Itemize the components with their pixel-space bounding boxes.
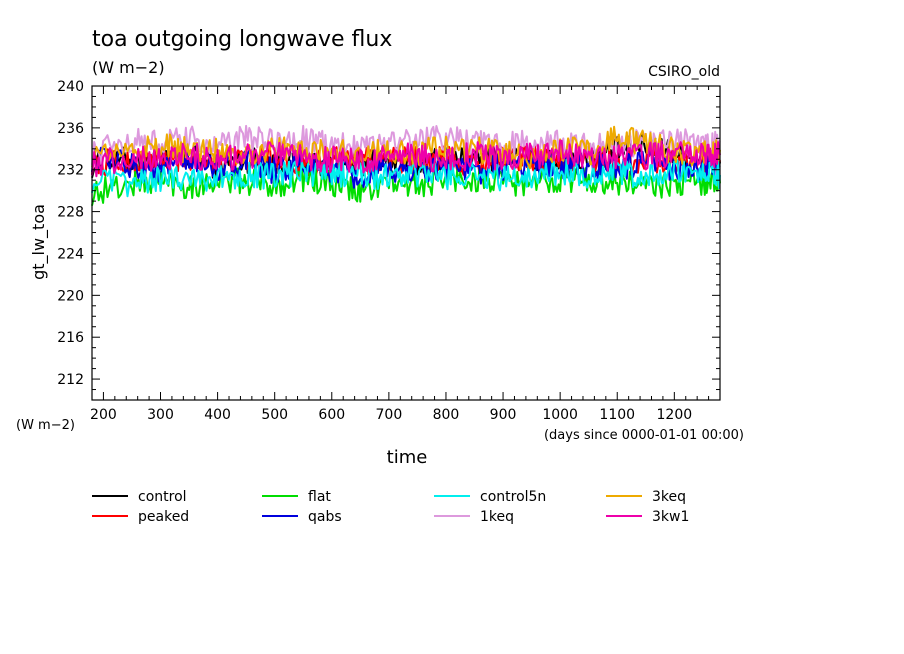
series-group <box>91 124 721 206</box>
x-tick-label: 1200 <box>657 407 693 423</box>
x-tick-label: 600 <box>318 407 345 423</box>
axes-group: 212 216 220 224 228 232 236 240 200 300 400 500 600 7… <box>57 79 721 423</box>
dataset-label: CSIRO_old <box>648 64 720 80</box>
x-tick-label: 1000 <box>542 407 578 423</box>
x-axis-label: time <box>387 447 428 468</box>
x-tick-label: 500 <box>261 407 288 423</box>
y-tick-label: 216 <box>57 330 84 346</box>
y-tick-label: 240 <box>57 79 84 95</box>
legend: control peaked flat qabs control5n 1keq 3keq 3k… <box>92 489 689 525</box>
y-axis-label: gt_lw_toa <box>29 204 49 280</box>
y-tick-label: 212 <box>57 372 84 388</box>
x-tick-label: 300 <box>147 407 174 423</box>
chart-subtitle: (W m−2) <box>92 58 165 77</box>
y-tick-label: 228 <box>57 205 84 221</box>
x-tick-label: 700 <box>376 407 403 423</box>
legend-label-flat: flat <box>308 489 331 505</box>
legend-label-peaked: peaked <box>138 509 189 525</box>
x-tick-label: 900 <box>490 407 517 423</box>
legend-label-qabs: qabs <box>308 509 342 525</box>
x-tick-label: 200 <box>90 407 117 423</box>
legend-label-3kw1: 3kw1 <box>652 509 689 525</box>
legend-label-control: control <box>138 489 187 505</box>
x-tick-label: 800 <box>433 407 460 423</box>
x-tick-label: 400 <box>204 407 231 423</box>
legend-label-3keq: 3keq <box>652 489 686 505</box>
y-tick-label: 220 <box>57 288 84 304</box>
legend-label-1keq: 1keq <box>480 509 514 525</box>
series-line-3kw1 <box>91 139 721 178</box>
y-tick-label: 236 <box>57 121 84 137</box>
series-line-control5n <box>91 158 721 198</box>
y-tick-label: 232 <box>57 163 84 179</box>
x-axis-units: (days since 0000-01-01 00:00) <box>544 428 744 443</box>
x-tick-label: 1100 <box>599 407 635 423</box>
chart-title: toa outgoing longwave flux <box>92 27 392 52</box>
y-axis-units: (W m−2) <box>16 418 75 433</box>
legend-label-control5n: control5n <box>480 489 546 505</box>
y-tick-label: 224 <box>57 246 84 262</box>
